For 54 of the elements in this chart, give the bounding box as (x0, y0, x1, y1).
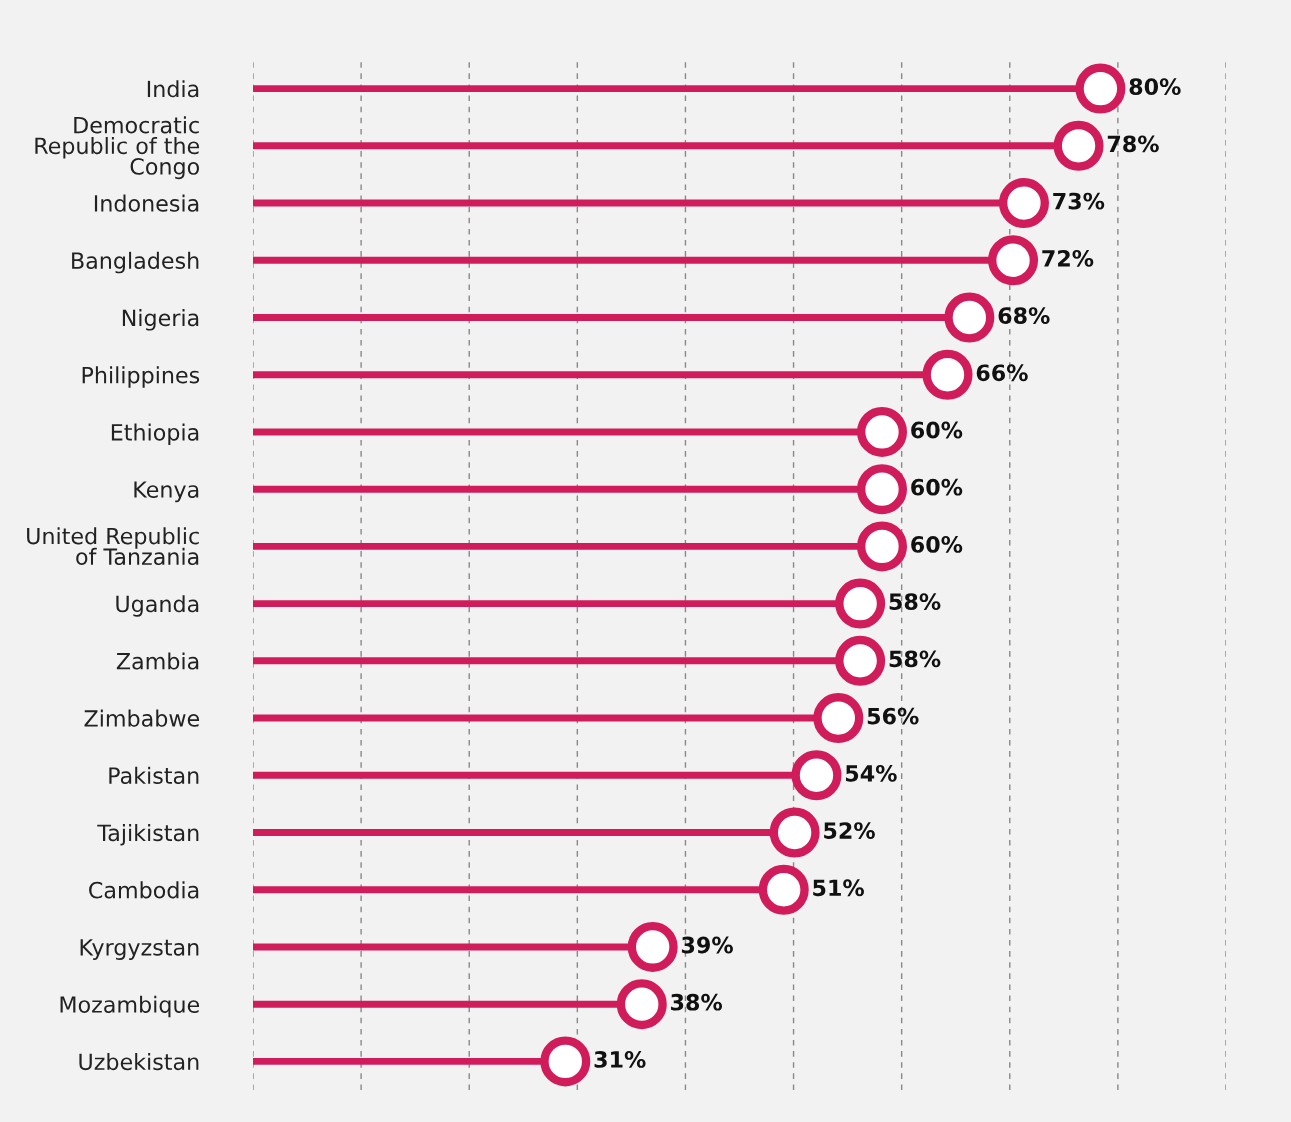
y-tick-label: United Republic of Tanzania (27, 527, 199, 566)
data-label: 68% (998, 307, 1050, 324)
data-label: 52% (824, 822, 875, 839)
data-label: 51% (813, 879, 864, 897)
point (998, 178, 1049, 229)
data-label: 73% (1053, 192, 1105, 210)
data-label: 60% (911, 536, 963, 553)
data-label: 56% (867, 707, 919, 725)
y-tick-label: Cambodia (89, 881, 199, 899)
y-tick-label: Pakistan (109, 766, 199, 785)
point (1075, 63, 1126, 114)
point (857, 464, 908, 515)
point (540, 1036, 591, 1087)
y-tick-label: Tajikistan (97, 824, 199, 846)
point (616, 979, 667, 1030)
point (988, 235, 1039, 286)
point (835, 578, 886, 629)
point (922, 349, 973, 400)
point (813, 693, 864, 744)
y-tick-label: Philippines (82, 366, 200, 388)
data-label: 78% (1107, 135, 1159, 153)
data-label: 72% (1042, 249, 1094, 267)
y-tick-label: Uzbekistan (79, 1052, 199, 1071)
data-label: 80% (1129, 78, 1181, 96)
y-tick-label: Bangladesh (72, 251, 199, 274)
data-label: 66% (976, 364, 1028, 382)
point (758, 864, 809, 915)
data-label: 31% (594, 1051, 646, 1068)
data-label: 60% (911, 421, 963, 439)
y-tick-label: Kyrgyzstan (80, 939, 199, 961)
point (627, 921, 678, 972)
point (769, 807, 820, 858)
data-label: 39% (681, 936, 733, 954)
data-label: 58% (889, 593, 941, 611)
y-tick-label: Democratic Republic of the Congo (35, 116, 200, 180)
data-label: 38% (671, 993, 723, 1011)
data-label: 58% (889, 650, 941, 668)
data-label: 60% (911, 478, 963, 496)
y-tick-label: Uganda (116, 595, 199, 617)
y-tick-label: Indonesia (94, 194, 199, 212)
y-tick-label: Kenya (134, 481, 199, 503)
point (1053, 120, 1104, 171)
point (857, 406, 908, 457)
y-tick-label: India (147, 80, 199, 98)
point (857, 521, 908, 572)
y-tick-label: Zambia (116, 652, 199, 670)
y-tick-label: Nigeria (122, 309, 199, 331)
y-tick-label: Zimbabwe (84, 709, 200, 727)
data-label: 54% (845, 764, 897, 782)
y-tick-label: Ethiopia (111, 423, 199, 446)
point (791, 750, 842, 801)
point (835, 635, 886, 686)
y-tick-label: Mozambique (60, 995, 200, 1018)
point (944, 292, 995, 343)
